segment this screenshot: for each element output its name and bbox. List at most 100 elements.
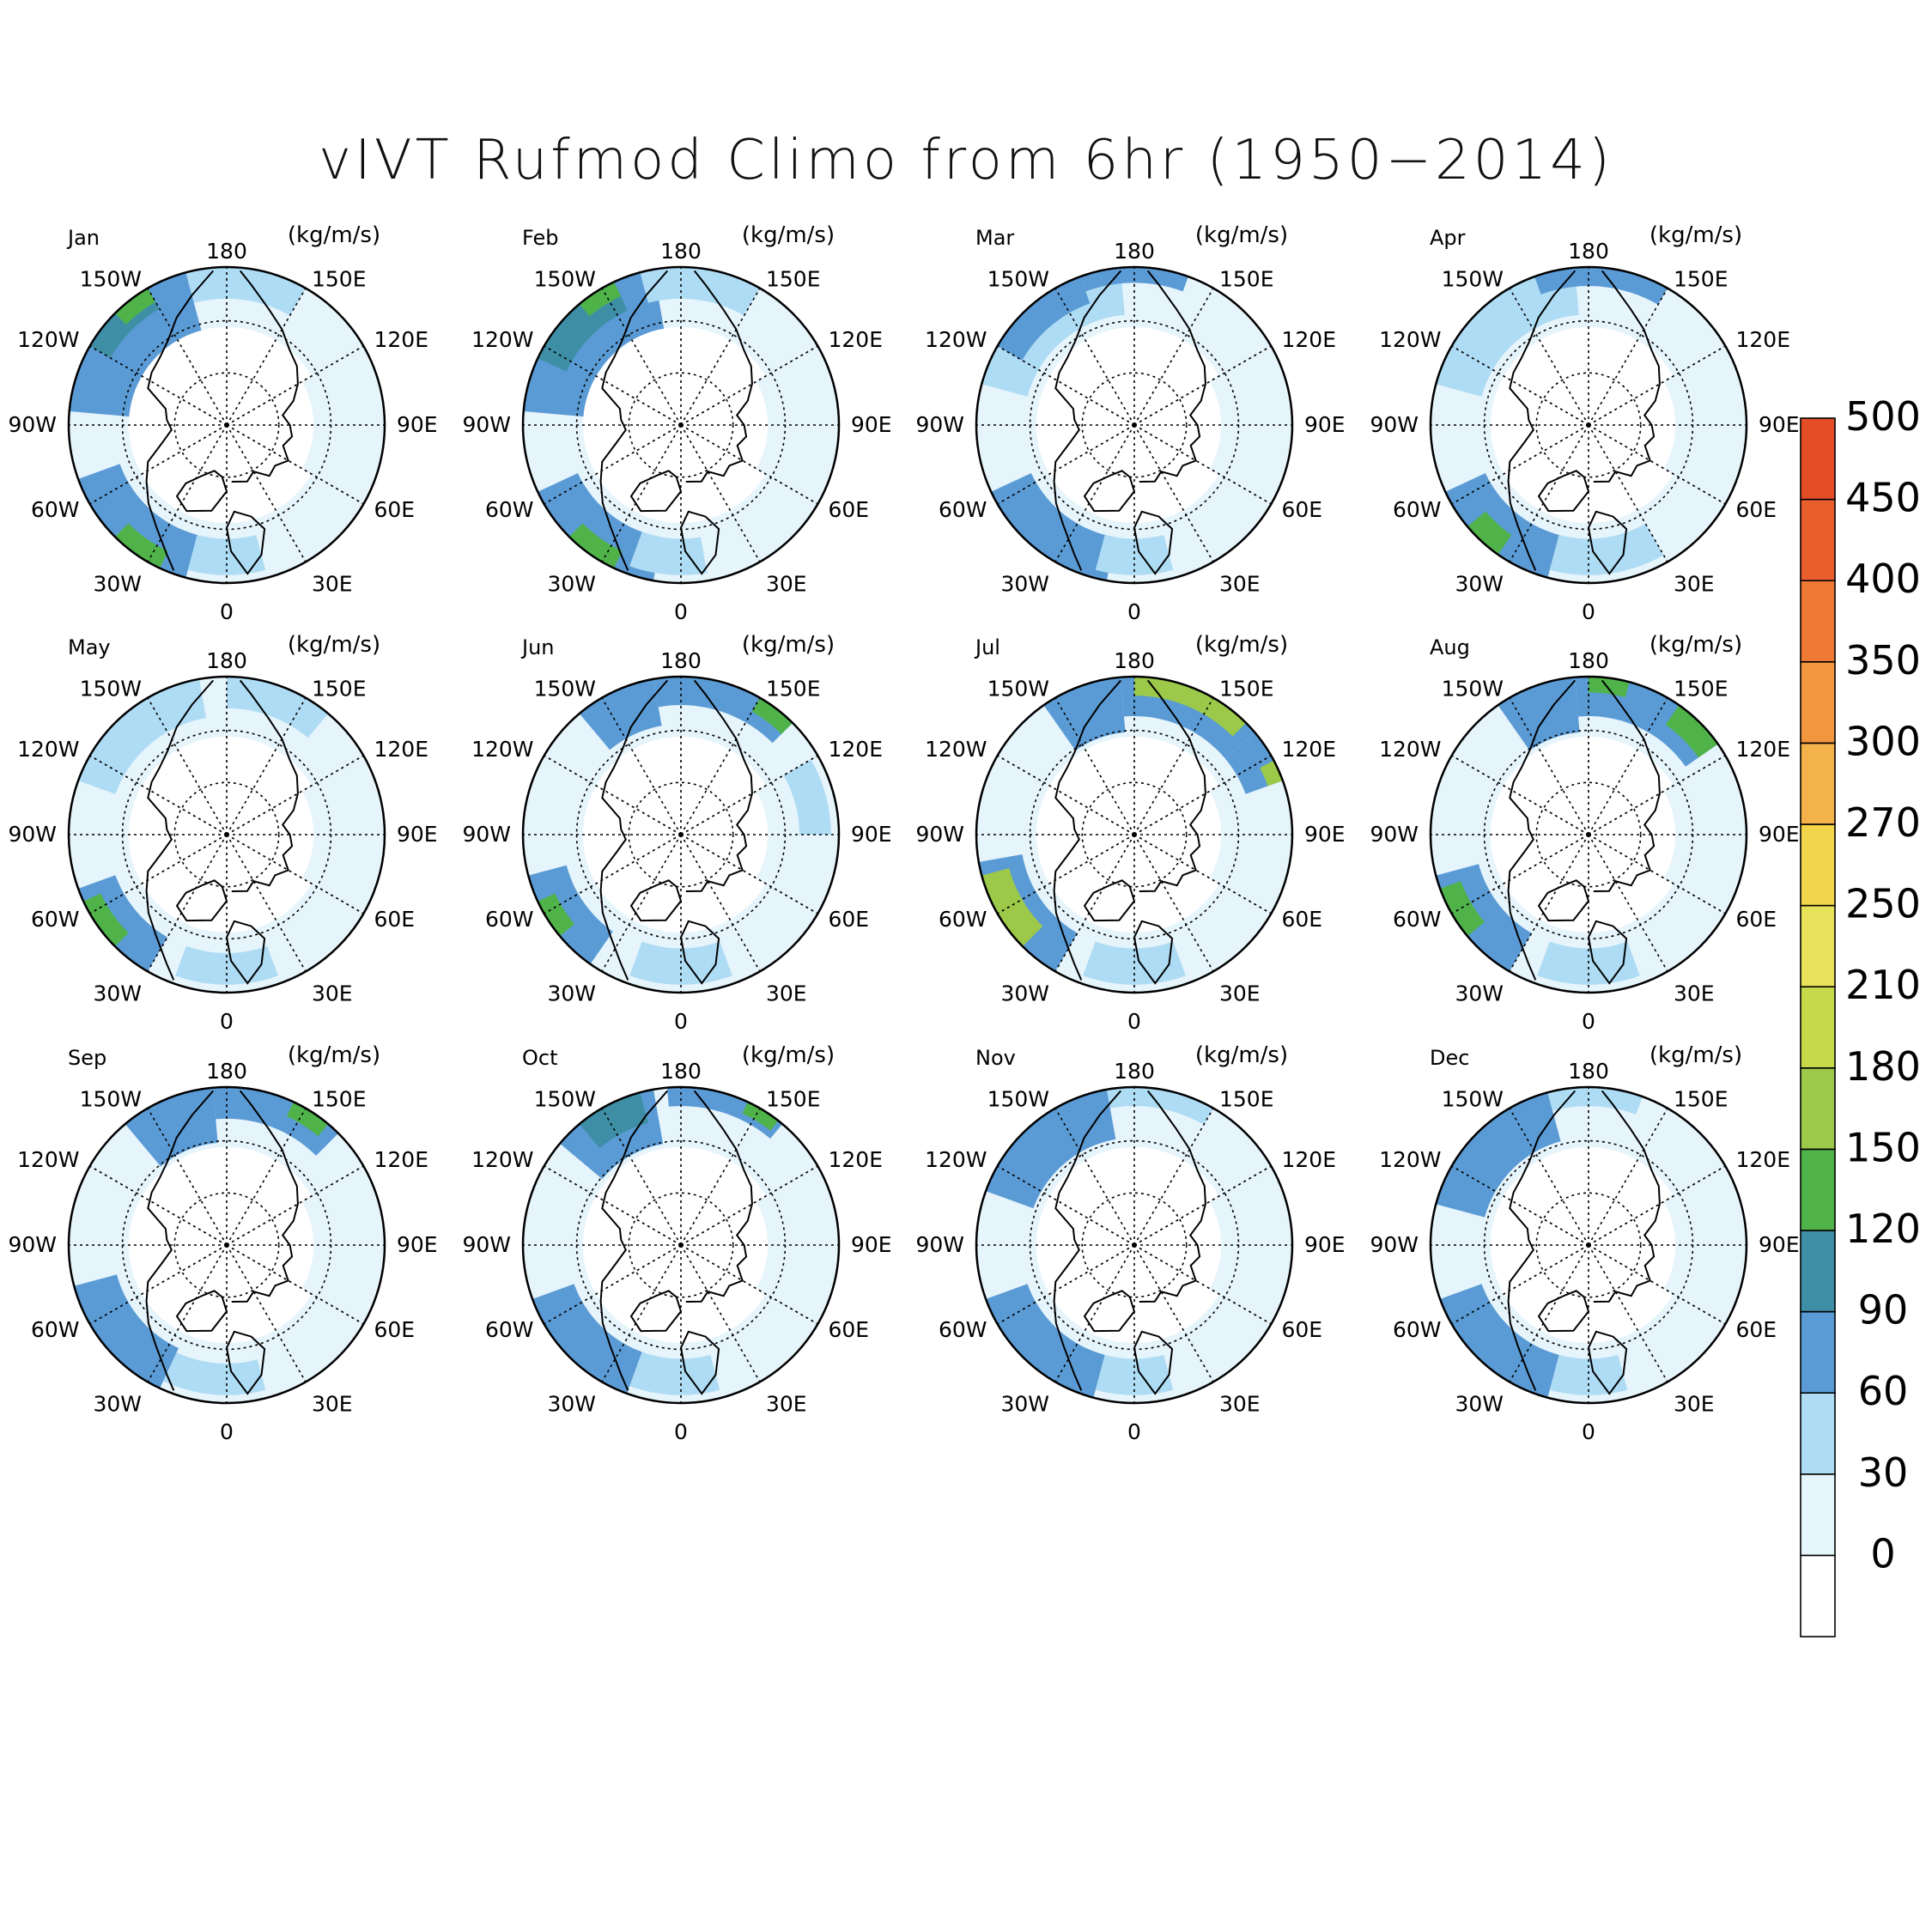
- ivt-contour-fill: [532, 1284, 642, 1394]
- ivt-contour-fill: [114, 288, 156, 325]
- longitude-label: 0: [1582, 599, 1595, 624]
- ivt-contour-fill: [756, 771, 808, 898]
- map-panel-mar: 180 150E 120E 90E 60E 30E 0 30W 60W 90W 120W 150W Ma…: [915, 222, 1345, 624]
- longitude-label: 120W: [471, 737, 533, 762]
- longitude-label: 150W: [987, 1087, 1049, 1112]
- longitude-label: 60W: [31, 497, 80, 522]
- meridian-line: [601, 424, 682, 562]
- colorbar-swatch: [1800, 904, 1836, 987]
- month-label: Jun: [520, 635, 555, 659]
- longitude-label: 90W: [8, 822, 57, 847]
- ivt-contour-fill: [986, 1284, 1105, 1398]
- meridian-line: [1451, 424, 1589, 505]
- longitude-label: 120E: [1736, 327, 1791, 352]
- meridian-line: [1588, 345, 1726, 426]
- meridian-line: [1588, 424, 1668, 562]
- longitude-label: 30E: [1219, 1392, 1261, 1417]
- colorbar-label: 0: [1870, 1530, 1895, 1577]
- meridian-line: [680, 1244, 818, 1325]
- longitude-label: 90E: [397, 1232, 438, 1257]
- longitude-label: 150W: [534, 1087, 596, 1112]
- meridian-line: [997, 1165, 1135, 1246]
- longitude-label: 30W: [547, 981, 596, 1006]
- longitude-label: 30E: [312, 572, 353, 597]
- meridian-line: [601, 1108, 682, 1246]
- coastline-greenland: [1083, 879, 1136, 922]
- coastline-greenland: [175, 1290, 228, 1333]
- longitude-label: 30W: [93, 981, 142, 1006]
- ivt-contour-fill: [579, 282, 621, 317]
- ivt-contour-fill: [175, 945, 278, 985]
- colorbar-label: 30: [1858, 1449, 1909, 1496]
- coastline-greenland: [175, 879, 228, 922]
- map-border: [1429, 1085, 1748, 1405]
- ivt-contour-fill: [83, 893, 129, 947]
- ivt-contour-fill: [114, 523, 168, 568]
- longitude-label: 150W: [987, 267, 1049, 292]
- colorbar-label: 210: [1845, 962, 1921, 1008]
- month-label: Dec: [1430, 1046, 1469, 1070]
- longitude-label: 120W: [1379, 327, 1441, 352]
- meridian-line: [1451, 1244, 1589, 1325]
- colorbar-label: 150: [1845, 1124, 1921, 1170]
- longitude-label: 180: [1114, 239, 1155, 264]
- longitude-label: 150W: [1442, 1087, 1504, 1112]
- coastline-scandinavia: [1133, 510, 1174, 575]
- colorbar-swatch: [1800, 1230, 1836, 1313]
- meridian-line: [1509, 288, 1589, 426]
- unit-label: (kg/m/s): [1649, 632, 1742, 658]
- map-panel-aug: 180 150E 120E 90E 60E 30E 0 30W 60W 90W 120W 150W Au…: [1370, 632, 1799, 1034]
- meridian-line: [544, 1244, 682, 1325]
- ivt-contour-fill: [74, 1274, 179, 1388]
- longitude-label: 150E: [1674, 677, 1728, 702]
- longitude-label: 150E: [1674, 1087, 1728, 1112]
- map-border: [67, 675, 386, 994]
- longitude-label: 90W: [1370, 412, 1419, 437]
- longitude-label: 60W: [1393, 907, 1442, 932]
- meridian-line: [1054, 1108, 1135, 1246]
- longitude-label: 30E: [312, 981, 353, 1006]
- longitude-label: 180: [1568, 1059, 1609, 1084]
- meridian-line: [147, 424, 228, 562]
- longitude-label: 150W: [80, 1087, 142, 1112]
- longitude-label: 90E: [397, 412, 438, 437]
- coastline: [1593, 1090, 1661, 1303]
- map-panel-dec: 180 150E 120E 90E 60E 30E 0 30W 60W 90W 120W 150W De…: [1370, 1042, 1799, 1444]
- ivt-contour-fill: [1431, 677, 1747, 993]
- ivt-contour-fill: [301, 361, 354, 489]
- longitude-label: 60W: [485, 497, 534, 522]
- meridian-line: [1451, 345, 1589, 426]
- ivt-contour-fill: [783, 759, 831, 835]
- colorbar-swatch: [1800, 1392, 1836, 1475]
- month-label: Jul: [974, 635, 1000, 659]
- longitude-label: 0: [220, 1009, 234, 1034]
- longitude-label: 30W: [547, 572, 596, 597]
- longitude-label: 90W: [462, 1232, 511, 1257]
- latitude-circle: [628, 1192, 734, 1298]
- longitude-label: 0: [1127, 599, 1141, 624]
- longitude-label: 90W: [8, 1232, 57, 1257]
- longitude-label: 30W: [1455, 572, 1504, 597]
- meridian-line: [226, 834, 364, 914]
- longitude-label: 150E: [1219, 267, 1274, 292]
- unit-label: (kg/m/s): [1649, 1042, 1742, 1068]
- ivt-contour-fill: [227, 677, 329, 738]
- coastline: [145, 679, 215, 981]
- meridian-line: [997, 345, 1135, 426]
- longitude-label: 150E: [1219, 1087, 1274, 1112]
- longitude-label: 0: [1582, 1419, 1595, 1444]
- longitude-label: 30W: [1455, 981, 1504, 1006]
- meridian-line: [226, 834, 307, 972]
- coastline: [1053, 679, 1122, 981]
- coastline-greenland: [629, 1290, 683, 1333]
- ivt-contour-fill: [213, 1087, 339, 1156]
- coastline: [599, 679, 669, 981]
- longitude-label: 30W: [1000, 981, 1049, 1006]
- longitude-label: 0: [220, 599, 234, 624]
- meridian-line: [1588, 697, 1668, 835]
- longitude-label: 90E: [1304, 1232, 1346, 1257]
- meridian-line: [680, 834, 761, 972]
- ivt-contour-fill: [1663, 1182, 1716, 1309]
- longitude-label: 30E: [1219, 981, 1261, 1006]
